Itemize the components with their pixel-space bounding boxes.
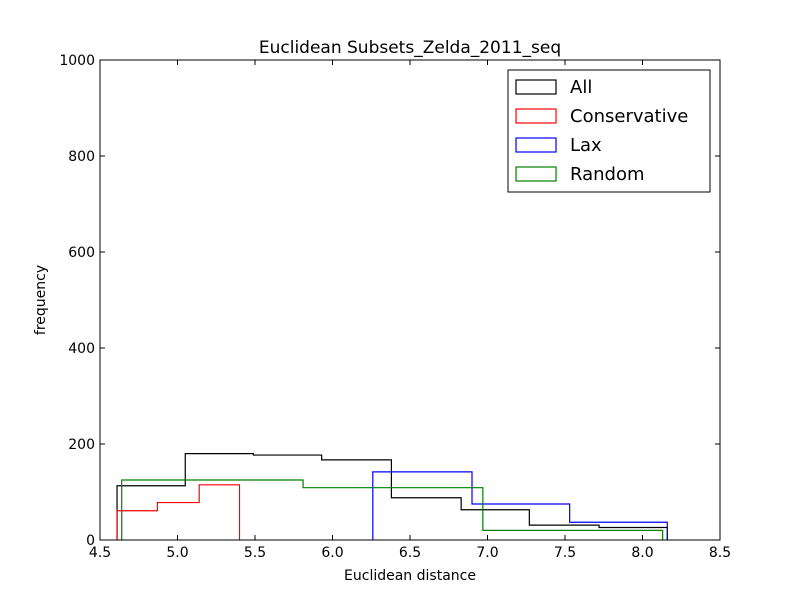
legend-frame xyxy=(507,69,711,193)
y-tick-label: 200 xyxy=(68,437,95,453)
x-axis-ticks: 4.5 5.0 5.5 6.0 6.5 7.0 7.5 8.0 8.5 xyxy=(89,60,731,561)
y-tick-label: 400 xyxy=(68,341,95,357)
x-tick-label: 6.0 xyxy=(321,545,343,561)
x-tick-label: 6.5 xyxy=(399,545,421,561)
chart-title: Euclidean Subsets_Zelda_2011_seq xyxy=(259,38,561,58)
histogram-series-all xyxy=(116,453,668,540)
y-tick-label: 1000 xyxy=(59,53,95,69)
legend-label-lax: Lax xyxy=(570,135,602,156)
y-axis-label: frequency xyxy=(33,265,49,335)
x-axis-label: Euclidean distance xyxy=(344,568,476,584)
x-tick-label: 7.5 xyxy=(554,545,576,561)
histogram-series-random xyxy=(121,479,664,540)
legend-swatch-conservative xyxy=(515,108,557,124)
legend-label-random: Random xyxy=(570,164,645,185)
y-tick-label: 800 xyxy=(68,149,95,165)
histogram-series-lax xyxy=(372,471,668,540)
series-group xyxy=(116,453,668,540)
legend-swatch-all xyxy=(515,79,557,95)
y-tick-label: 600 xyxy=(68,245,95,261)
x-tick-label: 8.0 xyxy=(631,545,653,561)
legend: All Conservative Lax Random xyxy=(507,69,711,193)
legend-swatch-random xyxy=(515,166,557,182)
x-tick-label: 5.0 xyxy=(166,545,188,561)
x-tick-label: 5.5 xyxy=(244,545,266,561)
histogram-series-conservative xyxy=(116,484,241,540)
legend-label-all: All xyxy=(570,77,592,98)
legend-swatch-lax xyxy=(515,137,557,153)
x-tick-label: 4.5 xyxy=(89,545,111,561)
x-tick-label: 8.5 xyxy=(709,545,731,561)
y-tick-label: 0 xyxy=(86,533,95,549)
legend-label-conservative: Conservative xyxy=(570,106,688,127)
y-axis-ticks: 0 200 400 600 800 1000 xyxy=(59,53,720,549)
x-tick-label: 7.0 xyxy=(476,545,498,561)
